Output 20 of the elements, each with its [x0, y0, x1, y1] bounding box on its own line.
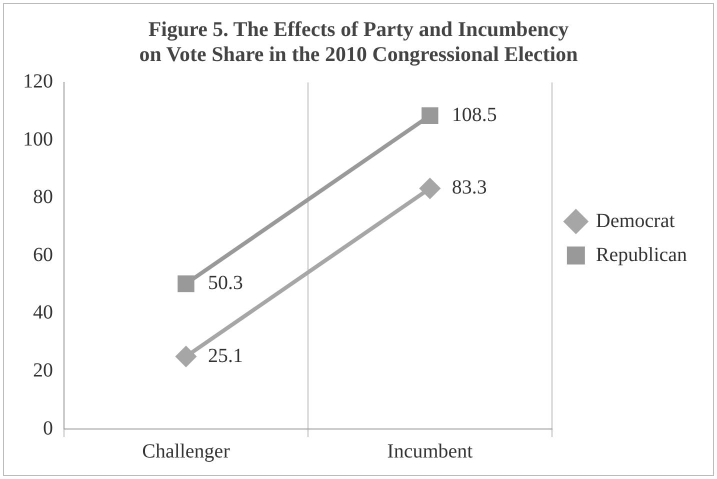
data-label: 83.3	[452, 176, 487, 199]
data-label: 25.1	[208, 344, 243, 367]
x-tick-label: Challenger	[142, 440, 230, 462]
legend-label: Republican	[596, 244, 688, 266]
y-tick-label: 80	[33, 186, 53, 208]
y-tick-label: 20	[33, 359, 53, 382]
point	[178, 275, 194, 292]
point	[420, 178, 440, 198]
chart-title: Figure 5. The Effects of Party and Incumbency on Vote Share in the 2010 Congressional Election	[139, 17, 578, 66]
y-tick-label: 60	[33, 244, 53, 266]
data-label: 108.5	[452, 104, 497, 126]
y-tick-label: 100	[23, 128, 53, 150]
point	[176, 346, 196, 367]
legend-label: Democrat	[596, 210, 676, 232]
data-label: 50.3	[208, 272, 243, 294]
x-tick-label: Incumbent	[387, 440, 474, 462]
point	[422, 107, 438, 124]
y-tick-label: 0	[43, 417, 53, 440]
y-tick-label: 40	[33, 302, 53, 324]
y-tick-label: 120	[23, 70, 53, 93]
